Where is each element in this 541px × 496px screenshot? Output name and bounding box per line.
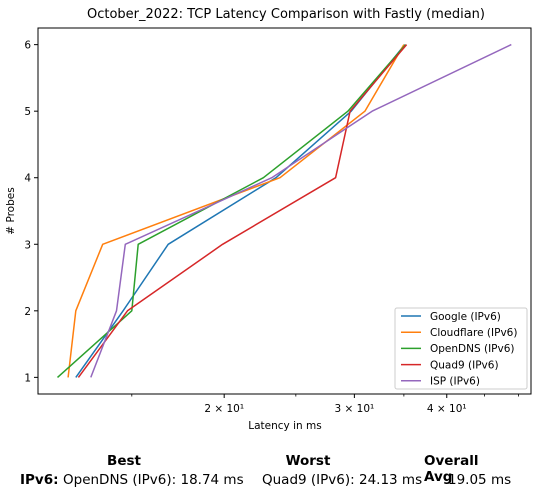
legend: Google (IPv6) Cloudflare (IPv6) OpenDNS (I… — [394, 307, 528, 390]
series-line — [90, 43, 512, 378]
latency-chart: October_2022: TCP Latency Comparison wit… — [5, 7, 532, 432]
series-line — [77, 44, 408, 378]
x-tick-label: 2 × 10¹ — [204, 403, 244, 415]
chart-title: October_2022: TCP Latency Comparison wit… — [87, 7, 485, 22]
x-tick-label: 4 × 10¹ — [427, 403, 467, 415]
legend-box — [394, 307, 528, 390]
y-tick-label: 3 — [24, 239, 31, 251]
overall-avg-header: Overall Avg — [424, 453, 479, 485]
legend-label: Cloudflare (IPv6) — [430, 327, 517, 339]
legend-label: Google (IPv6) — [430, 311, 501, 323]
y-tick-label: 5 — [24, 106, 31, 118]
series-line — [75, 44, 406, 378]
series-lines — [56, 43, 512, 378]
legend-label: Quad9 (IPv6) — [430, 359, 499, 371]
worst-header: Worst — [285, 453, 331, 469]
y-tick-label: 2 — [24, 306, 31, 318]
y-tick-label: 4 — [24, 173, 31, 185]
series-line — [67, 44, 405, 378]
x-axis-label: Latency in ms — [248, 420, 321, 432]
overall-avg-value: 19.05 ms — [448, 472, 512, 488]
y-axis: 1 2 3 4 5 6 — [24, 40, 38, 384]
y-tick-label: 6 — [24, 40, 31, 52]
ipv6-row-label: IPv6: — [20, 472, 59, 488]
worst-value: Quad9 (IPv6): 24.13 ms — [262, 472, 423, 488]
x-axis: 2 × 10¹ 3 × 10¹ 4 × 10¹ — [131, 394, 519, 415]
best-value: OpenDNS (IPv6): 18.74 ms — [63, 472, 244, 488]
summary-table: Best Worst Overall Avg IPv6: OpenDNS (IP… — [0, 448, 541, 496]
x-tick-label: 3 × 10¹ — [335, 403, 375, 415]
legend-label: ISP (IPv6) — [430, 376, 480, 388]
y-tick-label: 1 — [24, 372, 31, 384]
legend-label: OpenDNS (IPv6) — [430, 343, 515, 355]
plot-frame — [37, 27, 532, 395]
best-header: Best — [107, 453, 141, 469]
y-axis-label: # Probes — [5, 187, 17, 234]
